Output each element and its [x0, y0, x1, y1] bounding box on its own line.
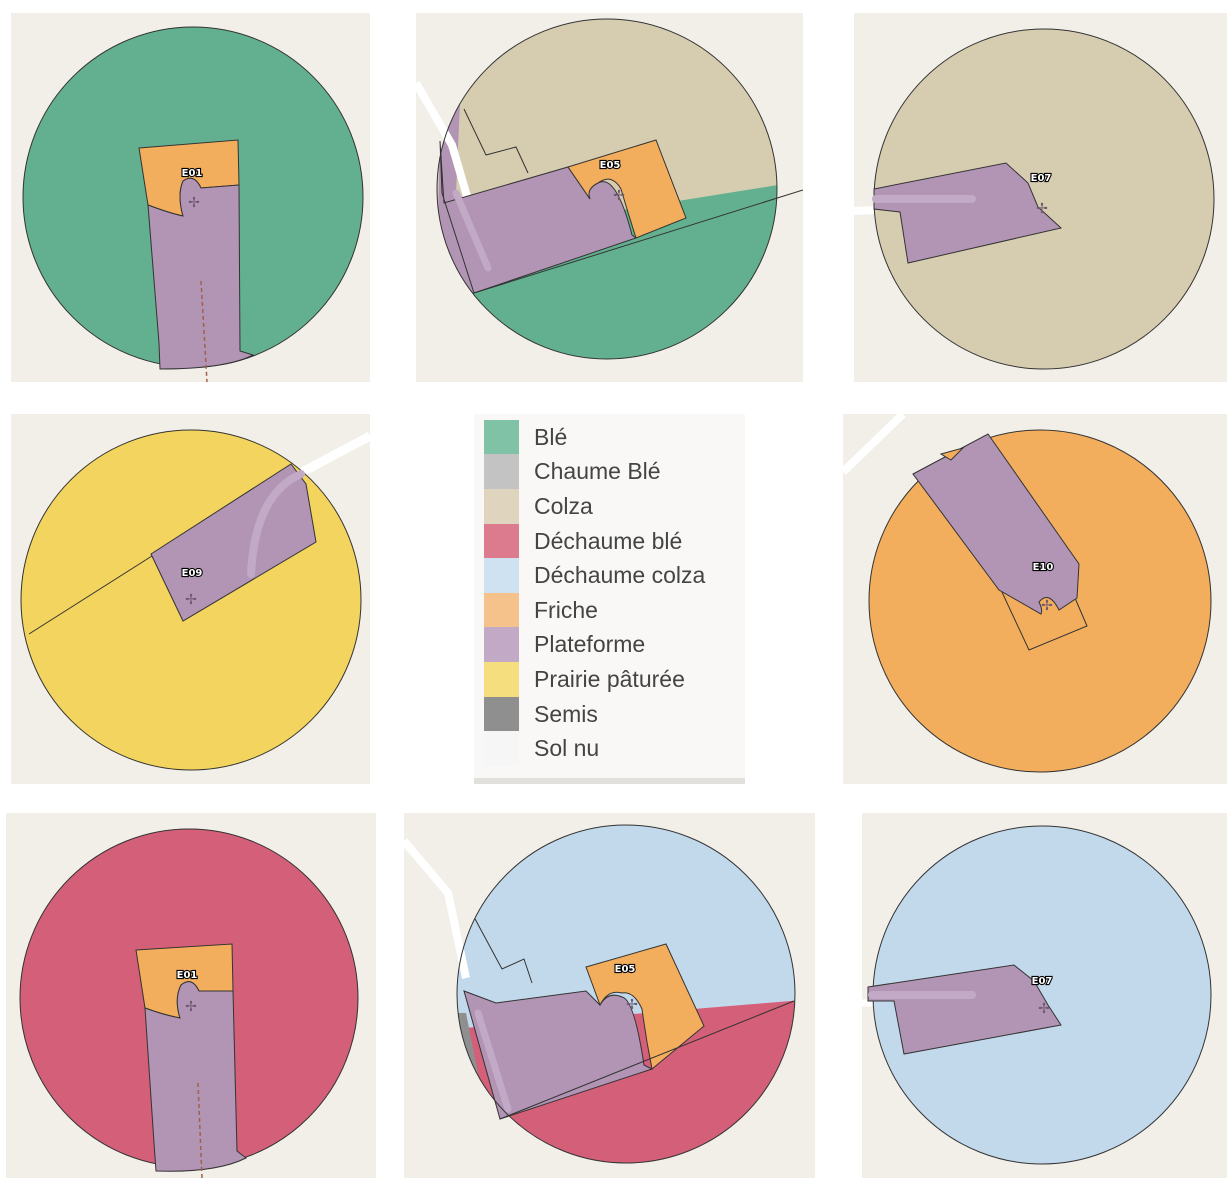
wind-turbine-icon: ✢ [1038, 1000, 1050, 1016]
map-panel-e07-top[interactable]: ✢ E07 [854, 13, 1227, 382]
plateforme-track [474, 1009, 512, 1113]
wind-turbine-icon: ✢ [1036, 200, 1048, 216]
map-panel-e09[interactable]: ✢ E09 [11, 414, 370, 784]
legend-label: Blé [534, 423, 568, 450]
turbine-label: E01 [177, 970, 198, 981]
colza-inner-border [463, 108, 529, 174]
legend-item-chaume-ble: Chaume Blé [484, 454, 705, 490]
turbine-label: E01 [182, 168, 203, 179]
map-panel-e05-bottom[interactable]: ✢ E05 [404, 813, 815, 1178]
plateforme-parcel [144, 981, 247, 1172]
map-panel-e01-top[interactable]: ✢ E01 [11, 13, 370, 382]
buffer-zone-border [436, 18, 778, 360]
legend-item-prairie-paturee: Prairie pâturée [484, 661, 705, 697]
road [288, 432, 370, 482]
legend-panel: Blé Chaume Blé Colza Déchaume blé Déchau… [474, 414, 745, 784]
wind-turbine-icon: ✢ [613, 187, 625, 203]
map-panel-e01-bottom[interactable]: ✢ E01 [6, 813, 376, 1178]
road [404, 838, 470, 979]
road [843, 414, 906, 475]
field-boundary [473, 189, 803, 294]
legend-label: Déchaume blé [534, 527, 683, 554]
legend-item-dechaume-colza: Déchaume colza [484, 558, 706, 594]
wind-turbine-icon: ✢ [185, 998, 197, 1014]
plateforme-parcel [867, 964, 1062, 1055]
wind-turbine-icon: ✢ [626, 996, 638, 1012]
legend-item-sol-nu: Sol nu [484, 731, 705, 767]
plateforme-parcel [912, 433, 1080, 615]
friche-parcel [585, 943, 705, 1070]
plateforme-parcel [150, 463, 317, 622]
legend-swatch [484, 454, 519, 490]
buffer-zone-border [456, 824, 796, 1164]
plateforme-track [452, 189, 492, 272]
legend-list: Blé Chaume Blé Colza Déchaume blé Déchau… [484, 419, 706, 767]
legend-swatch [484, 558, 519, 594]
legend-swatch [484, 419, 519, 455]
legend-item-friche: Friche [484, 592, 705, 628]
friche-parcel [567, 139, 687, 239]
legend-label: Plateforme [534, 631, 646, 658]
plateforme-parcel [873, 162, 1063, 264]
legend-swatch [484, 627, 519, 663]
legend-label: Déchaume colza [534, 562, 706, 589]
legend-item-plateforme: Plateforme [484, 627, 705, 663]
legend-item-dechaume-ble: Déchaume blé [484, 523, 705, 559]
field-boundary [473, 916, 533, 984]
turbine-label: E07 [1032, 976, 1053, 987]
wind-turbine-icon: ✢ [185, 591, 197, 607]
turbine-label: E10 [1033, 562, 1054, 573]
turbine-label: E05 [600, 160, 621, 171]
turbine-label: E09 [182, 568, 203, 579]
wind-turbine-icon: ✢ [1041, 597, 1053, 613]
plateforme-track [247, 470, 305, 578]
legend-label: Sol nu [534, 735, 600, 762]
legend-label: Prairie pâturée [534, 665, 685, 692]
legend-swatch [484, 696, 519, 732]
turbine-label: E07 [1031, 173, 1052, 184]
wind-turbine-icon: ✢ [188, 194, 200, 210]
legend-label: Colza [534, 492, 593, 519]
legend-scrollbar[interactable] [474, 778, 745, 784]
legend-label: Friche [534, 596, 598, 623]
legend-swatch [484, 661, 519, 697]
legend-item-colza: Colza [484, 488, 705, 524]
map-panel-e07-bottom[interactable]: ✢ E07 [862, 813, 1227, 1178]
legend-swatch [484, 592, 519, 628]
legend-swatch [484, 488, 519, 524]
map-panel-e05-top[interactable]: ✢ E05 [416, 13, 803, 382]
legend-label: Semis [534, 700, 598, 727]
map-panel-e10[interactable]: ✢ E10 [843, 414, 1227, 784]
legend-swatch [484, 523, 519, 559]
turbine-label: E05 [615, 964, 636, 975]
plateforme-corner [939, 447, 965, 461]
legend-swatch [484, 731, 519, 767]
legend-label: Chaume Blé [534, 458, 661, 485]
plateforme-parcel [147, 177, 255, 370]
cable-line [200, 280, 208, 382]
cable-line [197, 1082, 203, 1178]
legend-item-semis: Semis [484, 696, 705, 732]
legend-item-ble: Blé [484, 419, 705, 455]
field-boundary [499, 1000, 795, 1120]
